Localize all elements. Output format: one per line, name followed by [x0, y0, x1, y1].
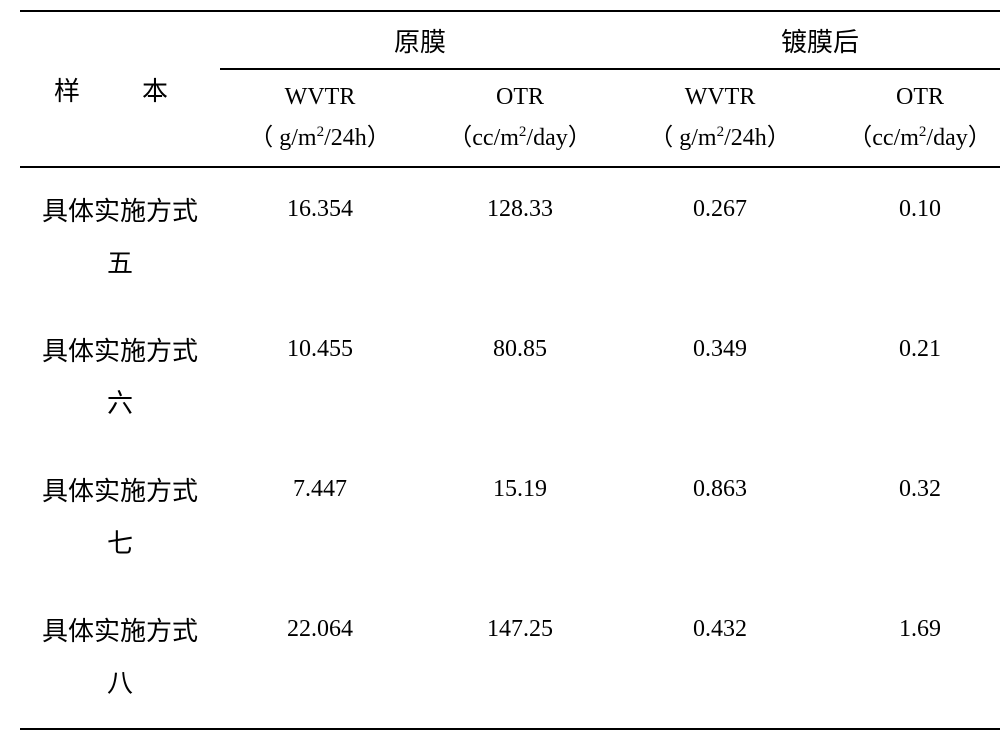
row-label: 具体实施方式 七	[20, 448, 220, 588]
cell-value: 0.432	[620, 588, 820, 729]
col-header-wvtr-coated: WVTR （ g/m2/24h）	[620, 69, 820, 167]
row-label-line2: 八	[107, 669, 133, 698]
col-group-original: 原膜	[220, 11, 620, 69]
cell-value: 0.349	[620, 308, 820, 448]
row-label: 具体实施方式 六	[20, 308, 220, 448]
metric-label: OTR	[496, 84, 544, 110]
cell-value: 15.19	[420, 448, 620, 588]
row-label-line1: 具体实施方式	[42, 197, 198, 226]
cell-value: 80.85	[420, 308, 620, 448]
unit-close: /day）	[526, 125, 591, 151]
cell-value: 147.25	[420, 588, 620, 729]
col-header-wvtr-original: WVTR （ g/m2/24h）	[220, 69, 420, 167]
metric-label: OTR	[896, 84, 944, 110]
cell-value: 7.447	[220, 448, 420, 588]
unit-open: （ g/m	[249, 125, 316, 151]
cell-value: 22.064	[220, 588, 420, 729]
row-label-line1: 具体实施方式	[42, 337, 198, 366]
table-row: 具体实施方式 八 22.064 147.25 0.432 1.69	[20, 588, 1000, 729]
header-row-groups: 样 本 原膜 镀膜后	[20, 11, 1000, 69]
row-label-line1: 具体实施方式	[42, 477, 198, 506]
row-label-line1: 具体实施方式	[42, 617, 198, 646]
col-header-otr-original: OTR （cc/m2/day）	[420, 69, 620, 167]
metric-label: WVTR	[285, 84, 356, 110]
cell-value: 1.69	[820, 588, 1000, 729]
col-header-otr-coated: OTR （cc/m2/day）	[820, 69, 1000, 167]
table-row: 具体实施方式 五 16.354 128.33 0.267 0.10	[20, 167, 1000, 308]
row-label-line2: 五	[107, 249, 133, 278]
cell-value: 0.267	[620, 167, 820, 308]
table-row: 具体实施方式 七 7.447 15.19 0.863 0.32	[20, 448, 1000, 588]
data-table: 样 本 原膜 镀膜后 WVTR （ g/m2/24h） OTR （cc/m2/d…	[20, 10, 1000, 730]
unit-open: （ g/m	[649, 125, 716, 151]
unit-open: （cc/m	[848, 125, 919, 151]
table-row: 具体实施方式 六 10.455 80.85 0.349 0.21	[20, 308, 1000, 448]
unit-open: （cc/m	[448, 125, 519, 151]
cell-value: 128.33	[420, 167, 620, 308]
col-group-coated: 镀膜后	[620, 11, 1000, 69]
unit-close: /24h）	[724, 125, 791, 151]
unit-sup: 2	[717, 124, 725, 140]
cell-value: 0.10	[820, 167, 1000, 308]
unit-sup: 2	[317, 124, 325, 140]
cell-value: 0.21	[820, 308, 1000, 448]
unit-close: /day）	[926, 125, 991, 151]
table-body: 具体实施方式 五 16.354 128.33 0.267 0.10 具体实施方式…	[20, 167, 1000, 729]
col-header-sample: 样 本	[20, 11, 220, 167]
row-label: 具体实施方式 八	[20, 588, 220, 729]
table-head: 样 本 原膜 镀膜后 WVTR （ g/m2/24h） OTR （cc/m2/d…	[20, 11, 1000, 167]
table-container: 样 本 原膜 镀膜后 WVTR （ g/m2/24h） OTR （cc/m2/d…	[0, 0, 1000, 673]
metric-label: WVTR	[685, 84, 756, 110]
row-label-line2: 七	[107, 529, 133, 558]
cell-value: 0.863	[620, 448, 820, 588]
cell-value: 16.354	[220, 167, 420, 308]
cell-value: 0.32	[820, 448, 1000, 588]
row-label: 具体实施方式 五	[20, 167, 220, 308]
unit-close: /24h）	[324, 125, 391, 151]
cell-value: 10.455	[220, 308, 420, 448]
row-label-line2: 六	[107, 389, 133, 418]
